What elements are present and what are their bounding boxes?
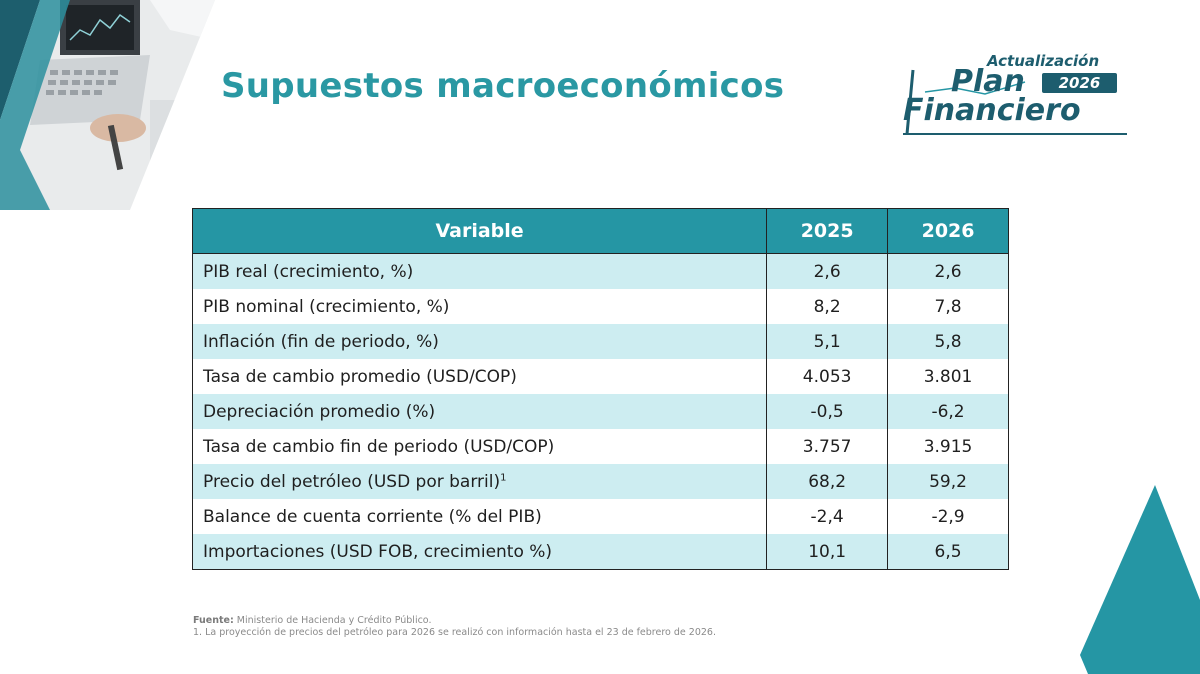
cell-2025: 68,2 [766, 464, 889, 499]
cell-2026: 7,8 [887, 289, 1009, 324]
cell-variable: PIB real (crecimiento, %) [191, 253, 768, 289]
cell-2026: 6,5 [887, 534, 1009, 570]
cell-variable: PIB nominal (crecimiento, %) [191, 289, 768, 324]
footnote-marker: 1 [500, 471, 507, 483]
cell-variable: Inflación (fin de periodo, %) [191, 324, 768, 359]
cell-variable: Balance de cuenta corriente (% del PIB) [191, 499, 768, 534]
cell-2025: 4.053 [766, 359, 889, 394]
source-text: Ministerio de Hacienda y Crédito Público… [233, 615, 432, 626]
cell-2026: -2,9 [887, 499, 1009, 534]
table-row: Tasa de cambio promedio (USD/COP) 4.053 … [191, 359, 1009, 394]
cell-2026: -6,2 [887, 394, 1009, 429]
source-label: Fuente: [193, 615, 234, 626]
footer-notes: Fuente: Ministerio de Hacienda y Crédito… [193, 615, 716, 639]
table-row: Tasa de cambio fin de periodo (USD/COP) … [191, 429, 1009, 464]
cell-2026: 2,6 [887, 253, 1009, 289]
logo-year-badge: 2026 [1042, 73, 1117, 93]
table-row: Importaciones (USD FOB, crecimiento %) 1… [191, 534, 1009, 570]
cell-2026: 5,8 [887, 324, 1009, 359]
plan-financiero-logo: Actualización Plan 2026 Financiero [895, 50, 1135, 140]
cell-2025: 8,2 [766, 289, 889, 324]
logo-actualizacion: Actualización [987, 52, 1100, 70]
cell-2025: 2,6 [766, 253, 889, 289]
cell-2025: 10,1 [766, 534, 889, 570]
macro-assumptions-table: Variable 2025 2026 PIB real (crecimiento… [191, 208, 1009, 570]
header-variable: Variable [191, 208, 768, 254]
table-row: PIB nominal (crecimiento, %) 8,2 7,8 [191, 289, 1009, 324]
footer-source: Fuente: Ministerio de Hacienda y Crédito… [193, 615, 716, 627]
cell-2025: 3.757 [766, 429, 889, 464]
variable-text: Precio del petróleo (USD por barril) [203, 471, 501, 492]
cell-2025: -2,4 [766, 499, 889, 534]
teal-triangle-corner [1080, 485, 1200, 674]
logo-financiero: Financiero [903, 93, 1081, 128]
table-row: Balance de cuenta corriente (% del PIB) … [191, 499, 1009, 534]
table-row: PIB real (crecimiento, %) 2,6 2,6 [191, 253, 1009, 289]
header-2025: 2025 [766, 208, 889, 254]
cell-2025: -0,5 [766, 394, 889, 429]
page-title: Supuestos macroeconómicos [221, 66, 785, 106]
table-row: Depreciación promedio (%) -0,5 -6,2 [191, 394, 1009, 429]
logo-lines-icon [903, 69, 1127, 135]
logo-plan: Plan [951, 64, 1025, 99]
cell-variable: Precio del petróleo (USD por barril)1 [191, 464, 768, 499]
table-row: Inflación (fin de periodo, %) 5,1 5,8 [191, 324, 1009, 359]
footer-note: 1. La proyección de precios del petróleo… [193, 627, 716, 638]
table-header-row: Variable 2025 2026 [191, 208, 1009, 254]
header-2026: 2026 [887, 208, 1009, 254]
cell-variable: Tasa de cambio promedio (USD/COP) [191, 359, 768, 394]
table-row: Precio del petróleo (USD por barril)1 68… [191, 464, 1009, 499]
cell-2026: 59,2 [887, 464, 1009, 499]
cell-variable: Depreciación promedio (%) [191, 394, 768, 429]
laptop-photo-corner [0, 0, 215, 210]
cell-2026: 3.801 [887, 359, 1009, 394]
cell-variable: Importaciones (USD FOB, crecimiento %) [191, 534, 768, 570]
cell-variable: Tasa de cambio fin de periodo (USD/COP) [191, 429, 768, 464]
cell-2025: 5,1 [766, 324, 889, 359]
cell-2026: 3.915 [887, 429, 1009, 464]
